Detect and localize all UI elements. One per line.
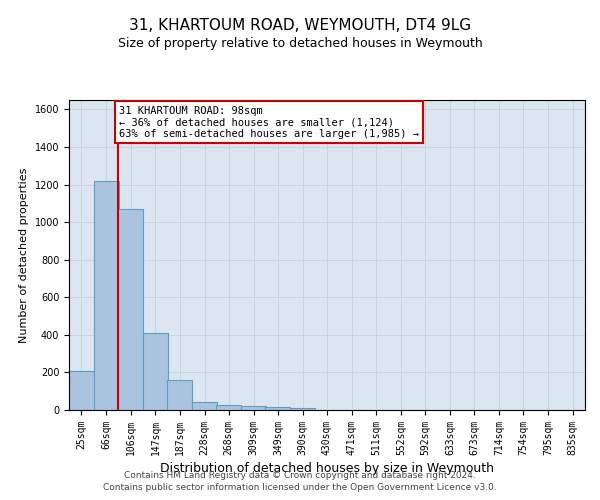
Bar (192, 402, 217, 410)
Text: Size of property relative to detached houses in Weymouth: Size of property relative to detached ho… (118, 38, 482, 51)
Bar (167, 380, 192, 410)
Text: Contains HM Land Registry data © Crown copyright and database right 2024.: Contains HM Land Registry data © Crown c… (124, 471, 476, 480)
Bar (118, 209, 143, 410)
X-axis label: Distribution of detached houses by size in Weymouth: Distribution of detached houses by size … (160, 462, 494, 475)
Bar (265, 407, 290, 410)
Bar (217, 406, 241, 410)
Bar (94, 181, 119, 410)
Text: 31, KHARTOUM ROAD, WEYMOUTH, DT4 9LG: 31, KHARTOUM ROAD, WEYMOUTH, DT4 9LG (129, 18, 471, 32)
Bar (69, 372, 94, 410)
Bar (143, 333, 168, 410)
Bar (241, 406, 266, 410)
Bar (290, 408, 315, 410)
Text: 31 KHARTOUM ROAD: 98sqm
← 36% of detached houses are smaller (1,124)
63% of semi: 31 KHARTOUM ROAD: 98sqm ← 36% of detache… (119, 106, 419, 139)
Y-axis label: Number of detached properties: Number of detached properties (19, 168, 29, 342)
Text: Contains public sector information licensed under the Open Government Licence v3: Contains public sector information licen… (103, 484, 497, 492)
